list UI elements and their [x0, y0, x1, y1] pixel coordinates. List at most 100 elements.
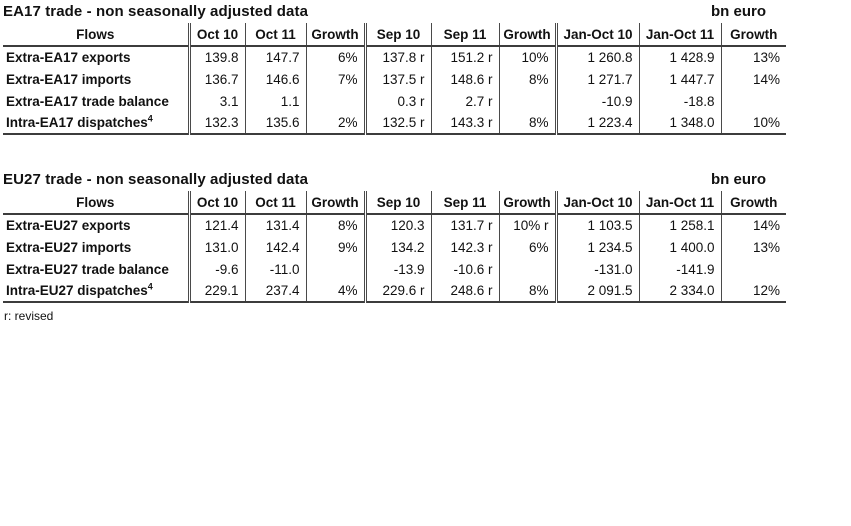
- cell: 229.1: [187, 280, 245, 303]
- table-row: Extra-EA17 imports 136.7 146.6 7% 137.5 …: [3, 68, 786, 90]
- ea17-column-header-sep11: Sep 11: [430, 23, 499, 47]
- cell: 120.3: [363, 214, 431, 236]
- eu27-column-header-growth-1: Growth: [305, 191, 365, 215]
- cell: [720, 90, 786, 112]
- eu27-column-header-growth-3: Growth: [720, 191, 786, 215]
- ea17-column-header-janoct10: Jan-Oct 10: [554, 23, 639, 47]
- table-row: Extra-EU27 imports 131.0 142.4 9% 134.2 …: [3, 236, 786, 258]
- ea17-table-section: EA17 trade - non seasonally adjusted dat…: [3, 3, 786, 135]
- cell: 1 428.9: [638, 46, 721, 68]
- cell: -141.9: [638, 258, 721, 280]
- eu27-column-header-growth-2: Growth: [498, 191, 556, 215]
- cell: 131.0: [187, 236, 245, 258]
- cell: 8%: [498, 112, 556, 135]
- cell: 14%: [720, 214, 786, 236]
- cell: 1 260.8: [554, 46, 639, 68]
- cell: 1 234.5: [554, 236, 639, 258]
- cell: 6%: [305, 46, 365, 68]
- row-label: Intra-EA17 dispatches4: [3, 112, 189, 135]
- eu27-column-header-oct10: Oct 10: [187, 191, 245, 215]
- cell: 2.7 r: [430, 90, 499, 112]
- cell: 131.7 r: [430, 214, 499, 236]
- cell: -10.6 r: [430, 258, 499, 280]
- eu27-table-title: EU27 trade - non seasonally adjusted dat…: [3, 171, 309, 188]
- cell: -10.9: [554, 90, 639, 112]
- cell: 1 400.0: [638, 236, 721, 258]
- cell: 2 091.5: [554, 280, 639, 303]
- cell: 1 223.4: [554, 112, 639, 135]
- cell: 8%: [498, 68, 556, 90]
- cell: 147.7: [244, 46, 306, 68]
- row-label: Extra-EA17 trade balance: [6, 93, 169, 109]
- eu27-column-header-janoct11: Jan-Oct 11: [638, 191, 721, 215]
- cell: 229.6 r: [363, 280, 431, 303]
- cell: 12%: [720, 280, 786, 303]
- eu27-column-header-sep10: Sep 10: [363, 191, 431, 215]
- cell: 132.5 r: [363, 112, 431, 135]
- cell: -13.9: [363, 258, 431, 280]
- table-row: Extra-EU27 trade balance -9.6 -11.0 -13.…: [3, 258, 786, 280]
- cell: 9%: [305, 236, 365, 258]
- cell: 134.2: [363, 236, 431, 258]
- cell: [498, 90, 556, 112]
- cell: 3.1: [187, 90, 245, 112]
- cell: -18.8: [638, 90, 721, 112]
- ea17-column-header-flows: Flows: [3, 23, 189, 47]
- cell: 121.4: [187, 214, 245, 236]
- cell: 151.2 r: [430, 46, 499, 68]
- table-row: Intra-EU27 dispatches4 229.1 237.4 4% 22…: [3, 280, 786, 303]
- cell: 131.4: [244, 214, 306, 236]
- eu27-table-section: EU27 trade - non seasonally adjusted dat…: [3, 171, 786, 303]
- ea17-column-header-growth-2: Growth: [498, 23, 556, 47]
- cell: 8%: [305, 214, 365, 236]
- cell: 143.3 r: [430, 112, 499, 135]
- cell: 248.6 r: [430, 280, 499, 303]
- ea17-header-row: Flows Oct 10 Oct 11 Growth Sep 10 Sep 11…: [3, 23, 786, 47]
- cell: 0.3 r: [363, 90, 431, 112]
- cell: 142.4: [244, 236, 306, 258]
- ea17-table: Flows Oct 10 Oct 11 Growth Sep 10 Sep 11…: [3, 23, 786, 135]
- ea17-column-header-oct11: Oct 11: [244, 23, 306, 47]
- row-label: Extra-EU27 trade balance: [6, 261, 169, 277]
- footnote-marker: 4: [147, 281, 153, 292]
- cell: 1.1: [244, 90, 306, 112]
- eu27-table: Flows Oct 10 Oct 11 Growth Sep 10 Sep 11…: [3, 191, 786, 303]
- cell: 137.5 r: [363, 68, 431, 90]
- ea17-column-header-sep10: Sep 10: [363, 23, 431, 47]
- cell: [498, 258, 556, 280]
- row-label: Extra-EU27 imports: [6, 239, 132, 255]
- eu27-header-row: Flows Oct 10 Oct 11 Growth Sep 10 Sep 11…: [3, 191, 786, 215]
- row-label: Intra-EU27 dispatches4: [3, 280, 189, 303]
- ea17-column-header-oct10: Oct 10: [187, 23, 245, 47]
- ea17-column-header-janoct11: Jan-Oct 11: [638, 23, 721, 47]
- cell: 146.6: [244, 68, 306, 90]
- cell: -9.6: [187, 258, 245, 280]
- table-row: Extra-EA17 trade balance 3.1 1.1 0.3 r 2…: [3, 90, 786, 112]
- ea17-table-title: EA17 trade - non seasonally adjusted dat…: [3, 3, 309, 20]
- cell: 142.3 r: [430, 236, 499, 258]
- cell: 14%: [720, 68, 786, 90]
- cell: 1 103.5: [554, 214, 639, 236]
- eu27-unit-label: bn euro: [711, 171, 766, 188]
- cell: 10% r: [498, 214, 556, 236]
- row-label: Extra-EU27 exports: [6, 218, 131, 233]
- cell: 8%: [498, 280, 556, 303]
- cell: -11.0: [244, 258, 306, 280]
- cell: [720, 258, 786, 280]
- cell: 2 334.0: [638, 280, 721, 303]
- ea17-unit-label: bn euro: [711, 3, 766, 20]
- cell: 2%: [305, 112, 365, 135]
- cell: 1 258.1: [638, 214, 721, 236]
- cell: 13%: [720, 236, 786, 258]
- row-label: Extra-EA17 exports: [6, 50, 131, 65]
- footnote-marker: 4: [147, 113, 153, 124]
- cell: 1 348.0: [638, 112, 721, 135]
- eu27-column-header-sep11: Sep 11: [430, 191, 499, 215]
- footnote: r: revised: [4, 309, 54, 323]
- cell: 7%: [305, 68, 365, 90]
- ea17-column-header-growth-3: Growth: [720, 23, 786, 47]
- cell: 137.8 r: [363, 46, 431, 68]
- cell: 148.6 r: [430, 68, 499, 90]
- cell: 10%: [498, 46, 556, 68]
